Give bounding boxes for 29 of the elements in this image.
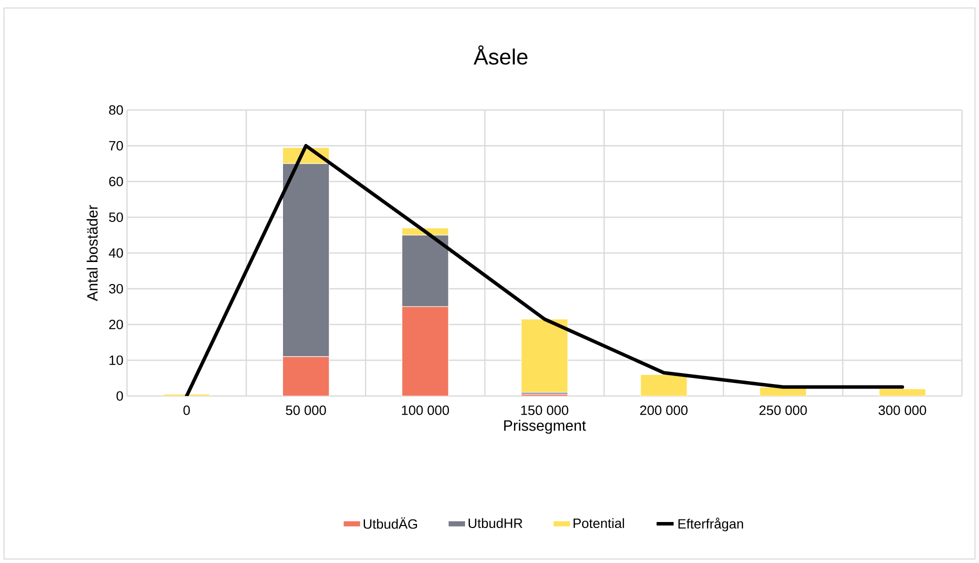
x-tick-label: 50 000 bbox=[286, 406, 326, 416]
legend-label: Potential bbox=[574, 518, 624, 528]
bar bbox=[282, 356, 330, 396]
legend-label: Efterfrågan bbox=[678, 518, 744, 532]
bar bbox=[878, 388, 926, 396]
x-tick-label: 150 000 bbox=[521, 406, 568, 416]
y-tick-label: 80 bbox=[109, 105, 123, 115]
x-tick-label: 0 bbox=[183, 406, 190, 416]
y-axis-title: Antal bostäder bbox=[86, 205, 98, 302]
y-tick-label: 70 bbox=[109, 140, 123, 150]
y-tick-label: 30 bbox=[109, 284, 123, 294]
x-tick-label: 250 000 bbox=[759, 406, 807, 416]
bar bbox=[402, 306, 449, 396]
legend-label: UtbudHR bbox=[468, 518, 522, 528]
y-tick-label: 60 bbox=[109, 176, 123, 186]
y-tick-label: 20 bbox=[109, 320, 123, 330]
y-tick-label: 10 bbox=[110, 355, 123, 365]
x-tick-label: 300 000 bbox=[878, 406, 926, 416]
x-axis-title: Prissegment bbox=[504, 420, 586, 434]
bar bbox=[640, 374, 688, 396]
legend-label: UtbudÄG bbox=[364, 517, 418, 529]
chart-title: Åsele bbox=[474, 45, 528, 65]
x-tick-label: 200 000 bbox=[640, 406, 688, 416]
y-tick-label: 0 bbox=[116, 391, 123, 401]
bar bbox=[520, 318, 568, 393]
line-series bbox=[184, 144, 904, 396]
x-tick-label: 100 000 bbox=[402, 406, 449, 416]
y-tick-label: 40 bbox=[108, 248, 123, 258]
y-tick-label: 50 bbox=[109, 212, 123, 222]
